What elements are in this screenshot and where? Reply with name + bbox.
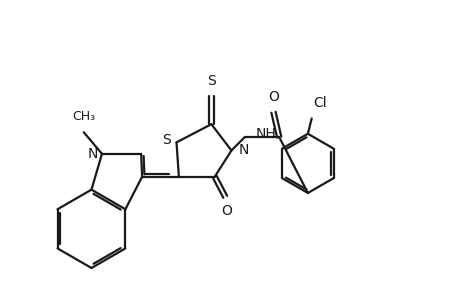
Text: CH₃: CH₃: [72, 110, 95, 123]
Text: S: S: [162, 134, 170, 147]
Text: NH: NH: [255, 127, 275, 141]
Text: O: O: [268, 90, 278, 104]
Text: N: N: [238, 143, 248, 158]
Text: Cl: Cl: [313, 96, 326, 110]
Text: O: O: [221, 204, 232, 218]
Text: S: S: [207, 74, 215, 88]
Text: N: N: [88, 147, 98, 161]
